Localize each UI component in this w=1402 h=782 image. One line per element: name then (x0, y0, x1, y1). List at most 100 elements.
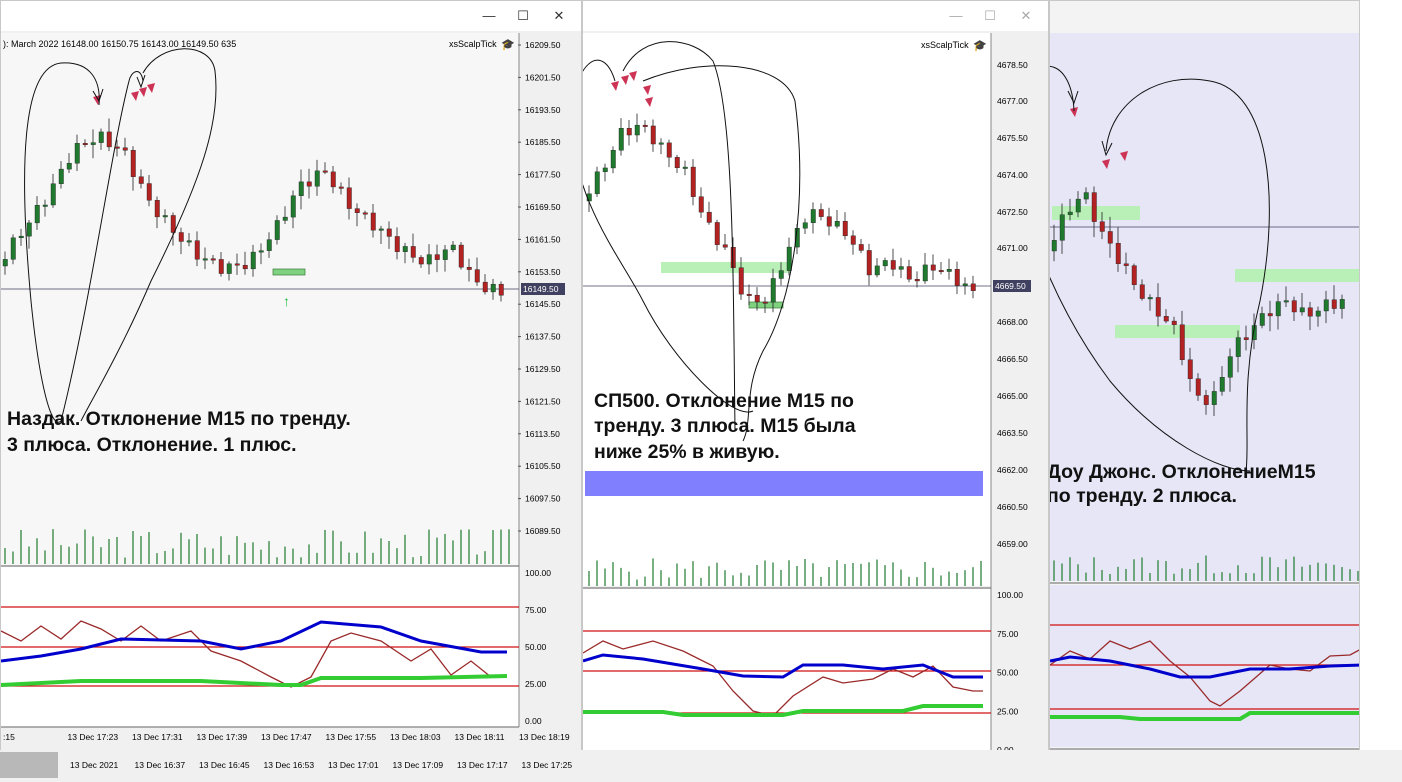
candle-body (626, 127, 632, 136)
price-tick-label: 4672.50 (997, 207, 1028, 217)
candle-body (186, 240, 192, 243)
candle-body (298, 181, 304, 196)
main-time-axis: 13 Dec 2021 13 Dec 16:37 13 Dec 16:45 13 De… (70, 760, 572, 770)
candle-body (1067, 211, 1073, 215)
candle-body (594, 171, 600, 195)
sp500-oscillator (583, 630, 991, 717)
sp500-chart[interactable]: xsScalpTick 🎓 4678.50 4677.00 4675.50 4674.… (583, 1, 1049, 760)
candle-body (210, 258, 216, 261)
close-icon[interactable]: ✕ (1020, 8, 1032, 23)
maximize-icon[interactable]: ☐ (984, 8, 996, 23)
price-tick-label: 4677.00 (997, 96, 1028, 106)
candle-body (698, 196, 704, 213)
time-tick-label: 13 Dec 17:17 (457, 760, 508, 770)
price-tick-label: 16193.50 (525, 105, 561, 115)
annotation-line-1: СП500. Отклонение М15 по (594, 390, 854, 412)
candle-body (938, 270, 944, 273)
candle-body (1075, 198, 1081, 213)
nasdaq-chart[interactable]: ): March 2022 16148.00 16150.75 16143.00… (1, 1, 582, 752)
candle-body (858, 244, 864, 251)
candle-body (818, 209, 824, 217)
price-tick-label: 16113.50 (525, 429, 560, 439)
candle-body (274, 220, 280, 240)
osc-tick-label: 25.00 (997, 706, 1019, 716)
osc-tick-label: 50.00 (997, 668, 1019, 678)
dow-volume (1053, 555, 1359, 581)
sp500-window: — ☐ ✕ xsScalpTick 🎓 4678.50 4677.00 4675.5… (582, 0, 1049, 760)
candle-body (26, 222, 32, 237)
price-tick-label: 16137.50 (525, 332, 561, 342)
time-tick-label: 13 Dec 16:45 (199, 760, 250, 770)
candle-body (946, 269, 952, 272)
candle-body (1307, 307, 1313, 317)
close-icon[interactable]: ✕ (553, 8, 565, 23)
price-tick-label: 16129.50 (525, 364, 561, 374)
sp500-plot-area (583, 33, 991, 586)
dow-chart[interactable]: 13 Dec 17:3313 Dec 17:4113 Dec 17:4913 D… (1050, 1, 1360, 782)
price-tick-label: 4666.50 (997, 354, 1028, 364)
price-tick-label: 16097.50 (525, 494, 561, 504)
candle-body (474, 269, 480, 283)
nasdaq-osc-axis: 100.00 75.00 50.00 25.00 0.00 (525, 568, 551, 726)
candle-body (218, 259, 224, 274)
sell-signal-icons (611, 71, 653, 107)
candle-body (314, 170, 320, 187)
candle-body (458, 244, 464, 268)
supply-zone (661, 262, 791, 273)
candle-body (42, 204, 48, 207)
minimize-icon[interactable]: — (482, 8, 496, 23)
dow-window: 13 Dec 17:3313 Dec 17:4113 Dec 17:4913 D… (1049, 0, 1360, 782)
candle-body (1091, 192, 1097, 222)
candle-body (810, 209, 816, 223)
candle-body (1179, 324, 1185, 360)
candle-body (378, 228, 384, 231)
candle-body (922, 264, 928, 282)
candle-body (666, 142, 672, 158)
annotation-line-2: по тренду. 2 плюса. (1049, 485, 1237, 507)
time-tick-label: 13 Dec 18:19 (519, 732, 570, 742)
candle-body (650, 125, 656, 145)
price-tick-label: 4659.00 (997, 539, 1028, 549)
candle-body (442, 249, 448, 260)
scroll-thumb[interactable] (0, 752, 58, 778)
candle-body (634, 124, 640, 136)
candle-body (450, 244, 456, 251)
minimize-icon[interactable]: — (949, 8, 963, 23)
candle-body (730, 247, 736, 268)
candle-body (234, 263, 240, 266)
candle-body (1083, 192, 1089, 200)
candle-body (66, 162, 72, 170)
indicator-label: xsScalpTick (449, 39, 497, 49)
candle-body (954, 269, 960, 286)
annotation-line-1: Доу Джонс. ОтклонениеМ15 (1049, 461, 1316, 483)
candle-body (1099, 221, 1105, 232)
osc-tick-label: 0.00 (525, 716, 542, 726)
price-tick-label: 4665.00 (997, 391, 1028, 401)
candle-body (1331, 299, 1337, 309)
candle-body (266, 239, 272, 251)
candle-body (1139, 284, 1145, 299)
sp500-volume (588, 558, 982, 586)
candle-body (1243, 337, 1249, 340)
dow-candles (1051, 186, 1345, 416)
candle-body (714, 222, 720, 245)
graduation-cap-icon: 🎓 (501, 39, 515, 51)
candle-body (1339, 299, 1345, 309)
osc-tick-label: 25.00 (525, 679, 547, 689)
candle-body (122, 147, 128, 151)
candle-body (2, 259, 8, 267)
candle-body (746, 293, 752, 296)
sp500-price-axis: 4678.50 4677.00 4675.50 4674.00 4672.50 4671.… (997, 60, 1028, 549)
candle-body (1059, 214, 1065, 241)
time-tick-label: 13 Dec 17:23 (68, 732, 119, 742)
candle-body (130, 150, 136, 177)
current-price-value: 4669.50 (995, 281, 1026, 291)
maximize-icon[interactable]: ☐ (517, 8, 529, 23)
price-tick-label: 16185.50 (525, 137, 561, 147)
candle-body (34, 204, 40, 224)
candle-body (1275, 301, 1281, 317)
candle-body (58, 168, 64, 184)
nasdaq-volume (4, 529, 510, 564)
candle-body (106, 131, 112, 148)
candle-body (290, 195, 296, 218)
